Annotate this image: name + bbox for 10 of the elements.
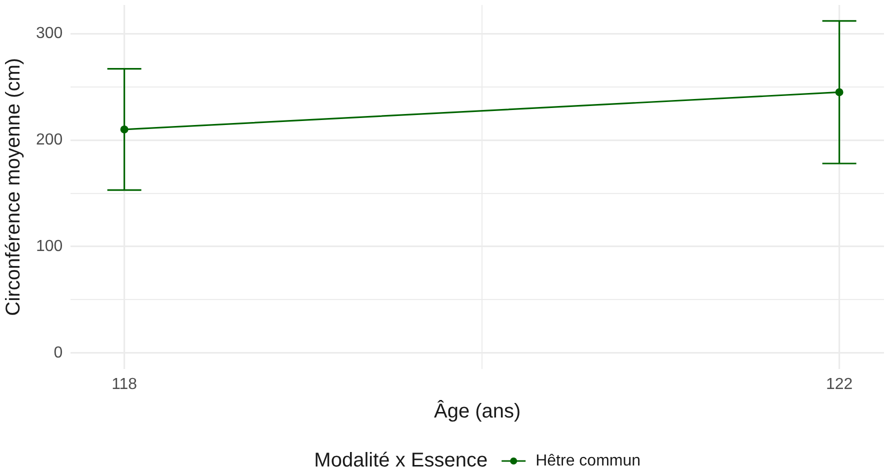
legend-title: Modalité x Essence xyxy=(314,450,488,472)
legend-label: Hêtre commun xyxy=(536,452,641,470)
y-tick-label: 200 xyxy=(36,132,63,148)
x-axis-title: Âge (ans) xyxy=(434,400,521,423)
x-tick-label: 122 xyxy=(826,376,853,393)
y-tick-label: 300 xyxy=(36,25,63,42)
y-tick-label: 0 xyxy=(54,344,63,362)
y-axis-title: Circonférence moyenne (cm) xyxy=(2,58,25,316)
y-tick-label: 100 xyxy=(36,238,63,255)
x-tick-label: 118 xyxy=(112,376,138,393)
